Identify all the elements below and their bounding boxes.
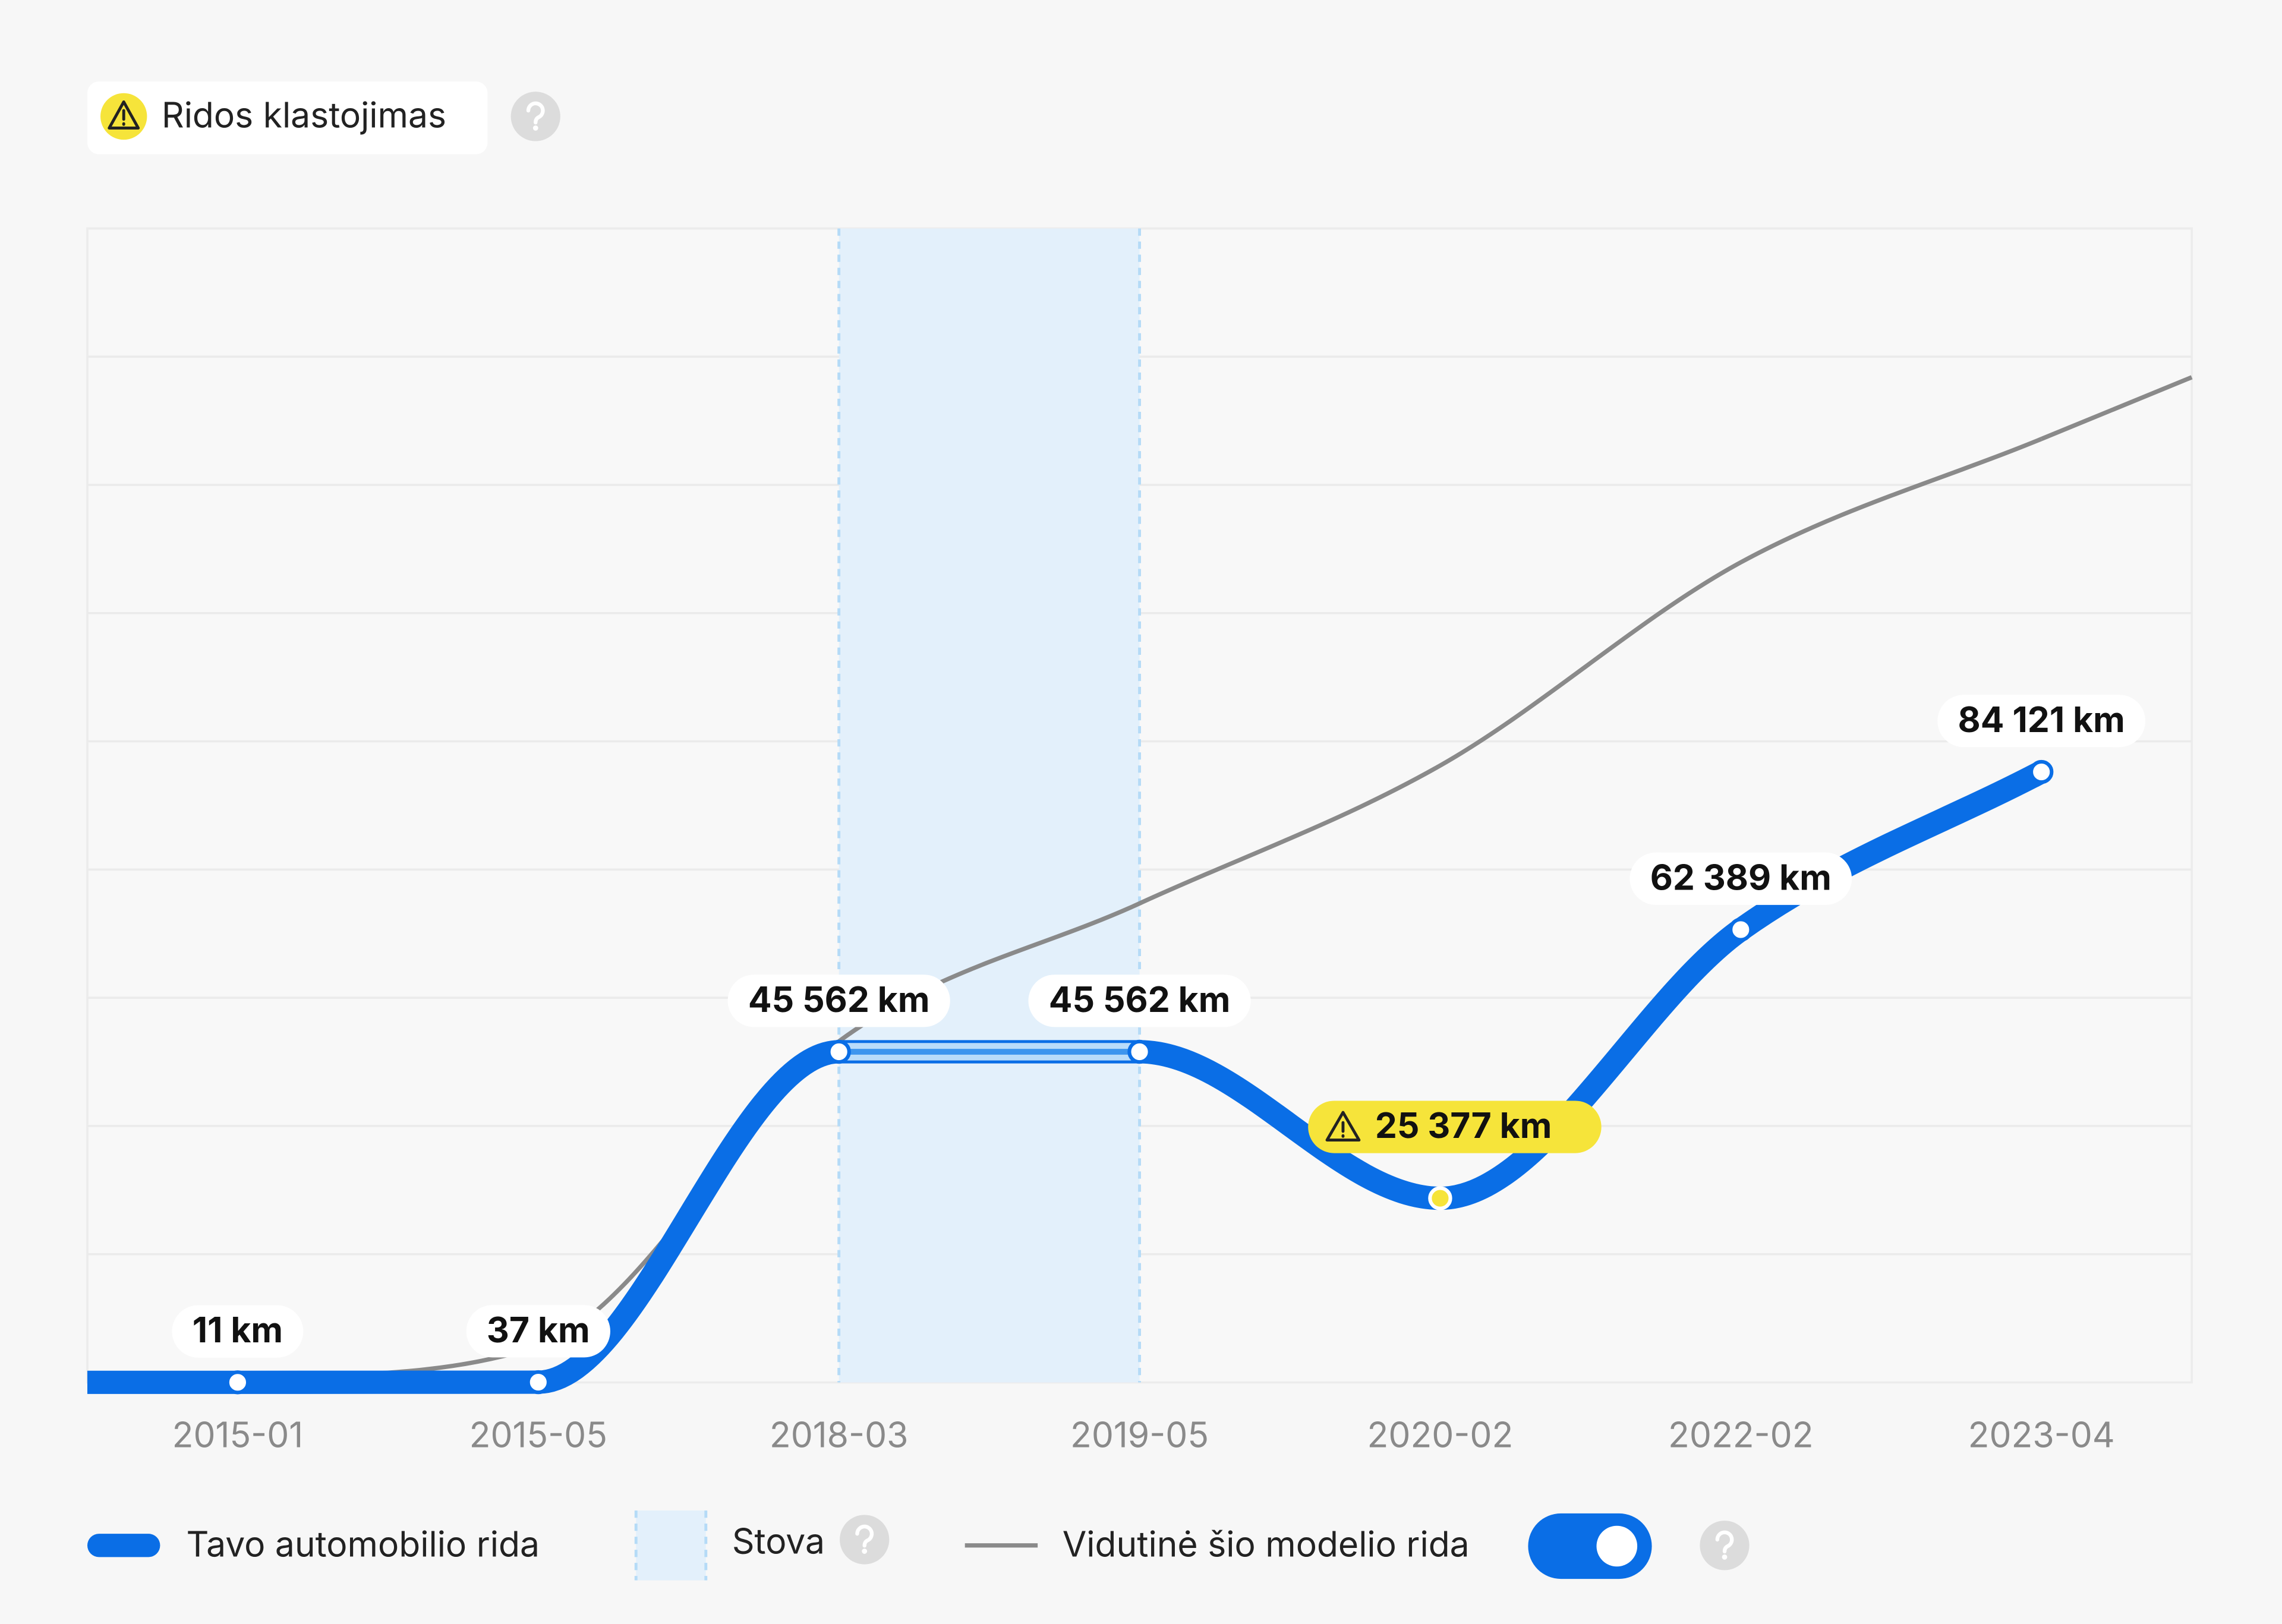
point-marker [1729,917,1753,942]
label-bg [1308,1100,1602,1153]
label-bg [1629,852,1852,905]
average-extension [2040,375,2193,442]
x-tick-label: 2015-01 [172,1414,304,1456]
warning-glyph [108,100,140,130]
legend-swatch [87,1534,160,1557]
average-toggle[interactable] [1528,1513,1652,1579]
help-icon[interactable] [1700,1521,1750,1571]
label-bg [1937,695,2146,748]
value-label-text: 84 121 km [1958,699,2125,741]
label-bg [172,1305,304,1358]
header-badge: Ridos klastojimas [87,81,488,154]
value-label: 11 km [172,1305,304,1358]
x-tick-label: 2023-04 [1968,1414,2115,1456]
value-label: 37 km [466,1305,610,1358]
help-circle [840,1515,890,1565]
help-glyph [855,1524,874,1548]
flagged-marker [1428,1186,1452,1210]
help-icon[interactable] [840,1515,890,1565]
x-tick-label: 2020-02 [1367,1414,1514,1456]
point-marker [2029,759,2054,784]
legend-label: Vidutinė šio modelio rida [1063,1523,1470,1565]
help-circle [1700,1521,1750,1571]
label-bg [466,1305,610,1358]
warning-glyph [1325,1111,1361,1142]
legend-standstill-swatch [636,1510,706,1581]
value-label: 62 389 km [1629,852,1852,905]
header-title: Ridos klastojimas [162,94,446,136]
value-label-text: 11 km [193,1309,283,1351]
badge-bg [87,81,488,154]
point-marker [225,1370,250,1395]
value-label: 45 562 km [1028,975,1251,1027]
x-tick-label: 2015-05 [469,1414,607,1456]
help-dot [862,1549,868,1554]
label-bg [1028,975,1251,1027]
value-label-text: 62 389 km [1650,856,1832,898]
flagged-label: 25 377 km [1308,1100,1602,1153]
point-marker [526,1370,550,1395]
value-label: 45 562 km [727,975,950,1027]
help-glyph [526,101,545,125]
help-icon[interactable] [510,92,560,141]
x-tick-label: 2018-03 [770,1414,909,1456]
value-label-text: 37 km [487,1309,590,1351]
help-circle [510,92,560,141]
x-tick-label: 2019-05 [1070,1414,1209,1456]
legend-label: Stova [732,1520,825,1562]
help-glyph [1715,1530,1734,1554]
standstill-band [839,228,1140,1383]
legend: Tavo automobilio rida Stova Vidutinė šio m… [87,1510,1652,1581]
value-label-text: 25 377 km [1375,1105,1552,1147]
value-label-text: 45 562 km [1049,979,1231,1021]
point-marker [1127,1039,1152,1064]
point-marker [827,1039,851,1064]
help-dot [532,125,538,131]
help-dot [1722,1554,1728,1560]
x-tick-label: 2022-02 [1668,1414,1814,1456]
label-bg [727,975,950,1027]
legend-label: Tavo automobilio rida [187,1523,540,1565]
value-label: 84 121 km [1937,695,2146,748]
toggle-knob[interactable] [1596,1525,1638,1567]
value-label-text: 45 562 km [748,979,930,1021]
